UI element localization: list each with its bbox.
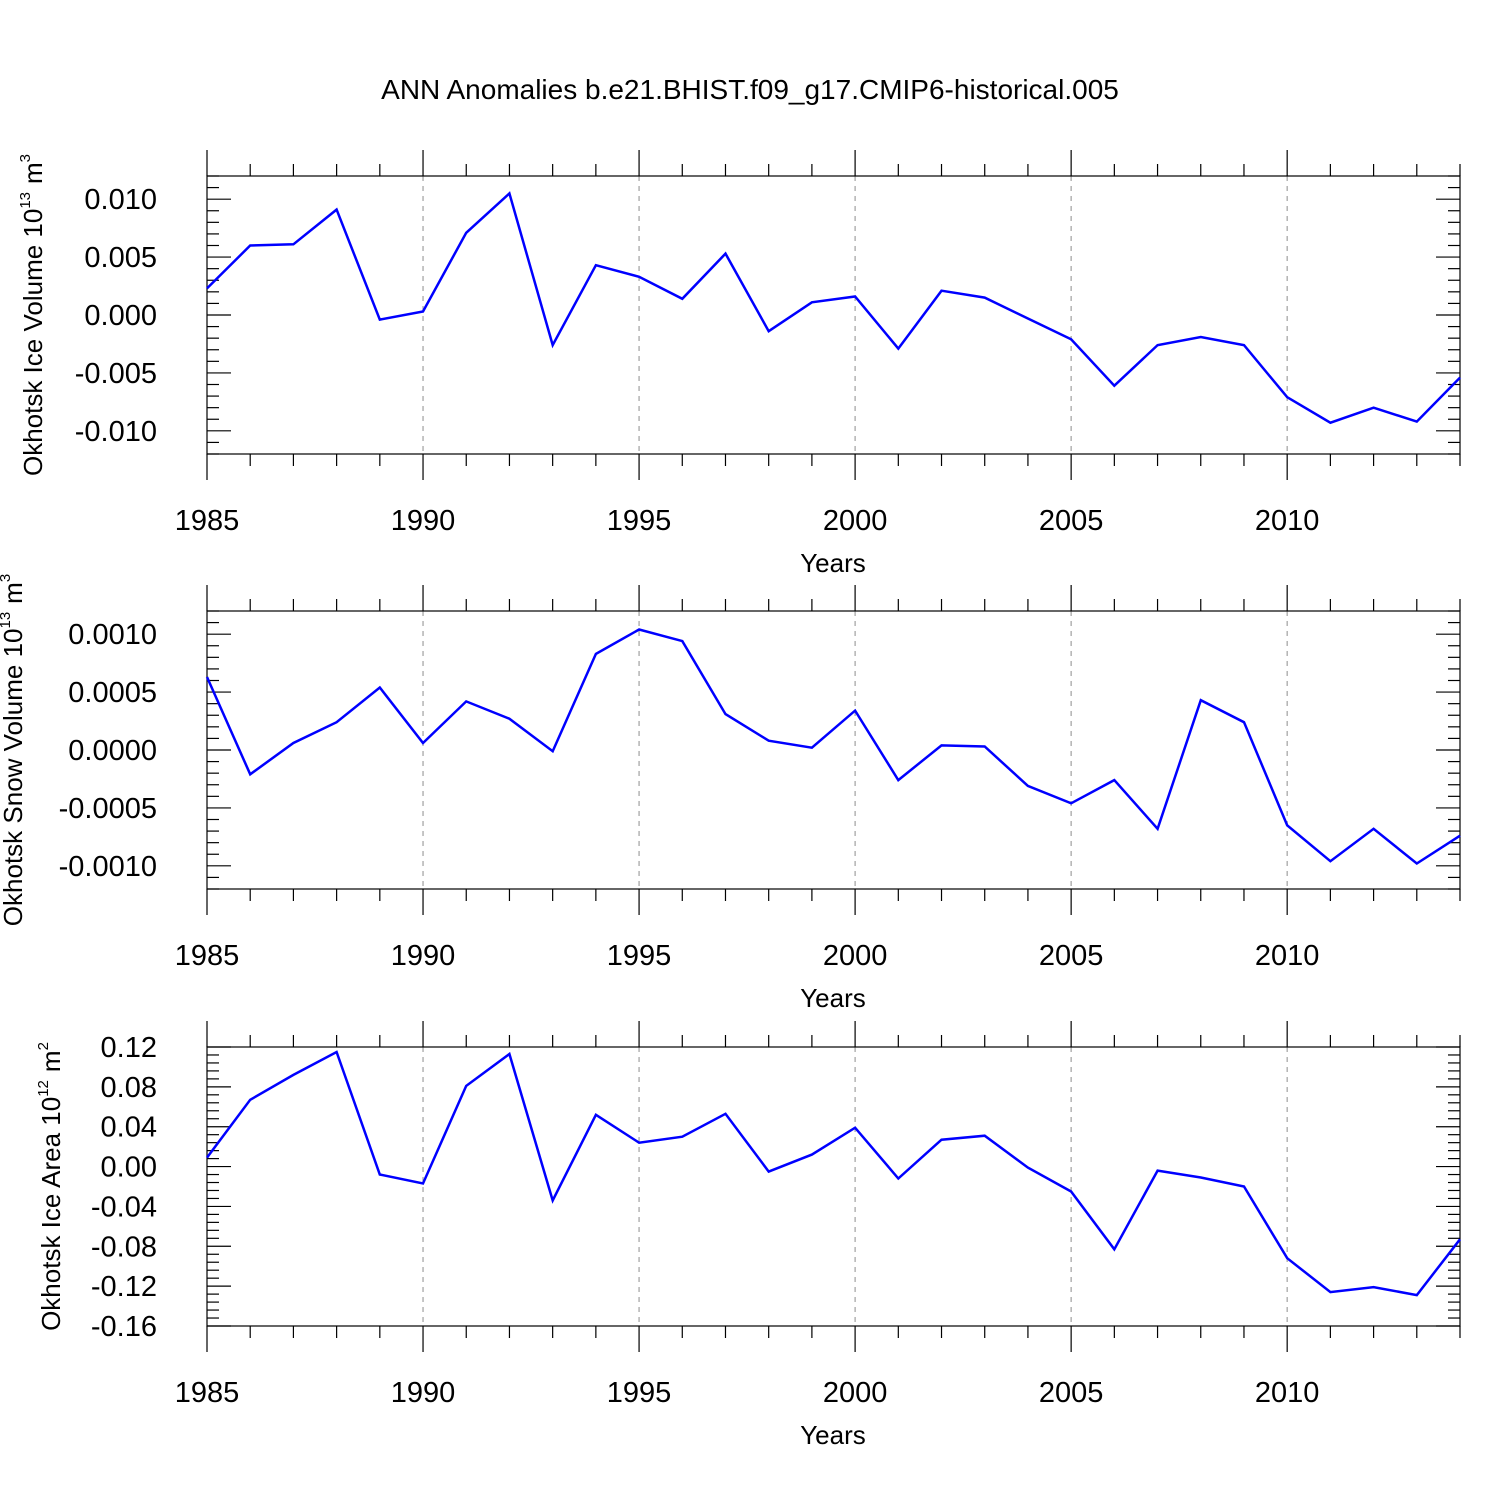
y-tick-label: -0.010 [75, 416, 157, 448]
y-axis-title-unit: m [18, 162, 48, 184]
series-line [205, 1050, 1461, 1297]
y-axis-title-exponent: 13 [17, 192, 34, 209]
chart-title: ANN Anomalies b.e21.BHIST.f09_g17.CMIP6-… [381, 74, 1119, 105]
y-tick-label: -0.04 [91, 1191, 157, 1223]
y-axis-title-main: Okhotsk Ice Volume 10 [18, 209, 48, 476]
y-tick-label: 0.005 [84, 242, 157, 274]
x-tick-label: 1990 [391, 940, 456, 972]
x-tick-label: 1990 [391, 1377, 456, 1409]
y-tick-label: 0.0010 [68, 619, 157, 651]
y-axis-title-main: Okhotsk Ice Area 10 [36, 1097, 66, 1331]
y-tick-label: -0.12 [91, 1271, 157, 1303]
y-tick-label: 0.00 [101, 1152, 157, 1184]
x-tick-label: 1995 [607, 940, 672, 972]
y-tick-label: -0.0010 [59, 851, 157, 883]
x-tick-label: 2005 [1039, 1377, 1104, 1409]
y-axis-title: Okhotsk Ice Volume 1013 m3 [17, 154, 48, 476]
panel-snow-volume: 0.0010 0.0005 0.0000 -0.0005 -0.0010 1985 1990… [0, 574, 1461, 1013]
x-tick-label: 2000 [823, 940, 888, 972]
y-tick-label: 0.12 [101, 1032, 157, 1064]
x-tick-label: 1995 [607, 505, 672, 537]
plot-frame [206, 175, 1461, 455]
x-tick-label: 1985 [175, 1377, 240, 1409]
y-tick-label: 0.010 [84, 184, 157, 216]
y-tick-label: -0.16 [91, 1311, 157, 1343]
y-axis-title-unit-exponent: 3 [17, 154, 34, 162]
x-axis-title: Years [800, 983, 866, 1013]
plot-frame [206, 610, 1461, 890]
y-axis-title: Okhotsk Ice Area 1012 m2 [35, 1042, 66, 1331]
panel-ice-area: 0.12 0.08 0.04 0.00 -0.04 -0.08 -0.12 -0.16 1985… [35, 1021, 1461, 1450]
y-axis-title-unit-exponent: 3 [0, 574, 14, 582]
x-axis-title: Years [800, 1420, 866, 1450]
y-axis-title-exponent: 13 [0, 612, 14, 629]
y-tick-label: 0.000 [84, 300, 157, 332]
x-tick-label: 1985 [175, 505, 240, 537]
y-axis-title-exponent: 12 [35, 1080, 52, 1097]
y-axis-title-unit-exponent: 2 [35, 1042, 52, 1050]
series-line [205, 628, 1461, 866]
y-tick-label: -0.0005 [59, 793, 157, 825]
plot-frame [206, 1046, 1461, 1327]
y-tick-label: 0.08 [101, 1072, 157, 1104]
x-tick-label: 2010 [1255, 940, 1320, 972]
panel-ice-volume: 0.010 0.005 0.000 -0.005 -0.010 1985 1990 1995 2… [17, 150, 1461, 578]
y-tick-label: 0.0000 [68, 735, 157, 767]
x-tick-label: 1985 [175, 940, 240, 972]
y-tick-label: -0.005 [75, 358, 157, 390]
y-axis-title-unit: m [0, 582, 28, 604]
x-tick-label: 2005 [1039, 940, 1104, 972]
x-tick-label: 1995 [607, 1377, 672, 1409]
x-tick-label: 2000 [823, 505, 888, 537]
x-tick-label: 2000 [823, 1377, 888, 1409]
y-tick-label: -0.08 [91, 1231, 157, 1263]
y-axis-title: Okhotsk Snow Volume 1013 m3 [0, 574, 28, 926]
y-tick-label: 0.0005 [68, 677, 157, 709]
series-line [206, 191, 1461, 425]
y-axis-title-unit: m [36, 1050, 66, 1072]
x-tick-label: 2010 [1255, 1377, 1320, 1409]
y-axis-title-main: Okhotsk Snow Volume 10 [0, 628, 28, 926]
x-tick-label: 2005 [1039, 505, 1104, 537]
x-axis-title: Years [800, 548, 866, 578]
x-tick-label: 1990 [391, 505, 456, 537]
y-tick-label: 0.04 [101, 1112, 157, 1144]
x-tick-label: 2010 [1255, 505, 1320, 537]
